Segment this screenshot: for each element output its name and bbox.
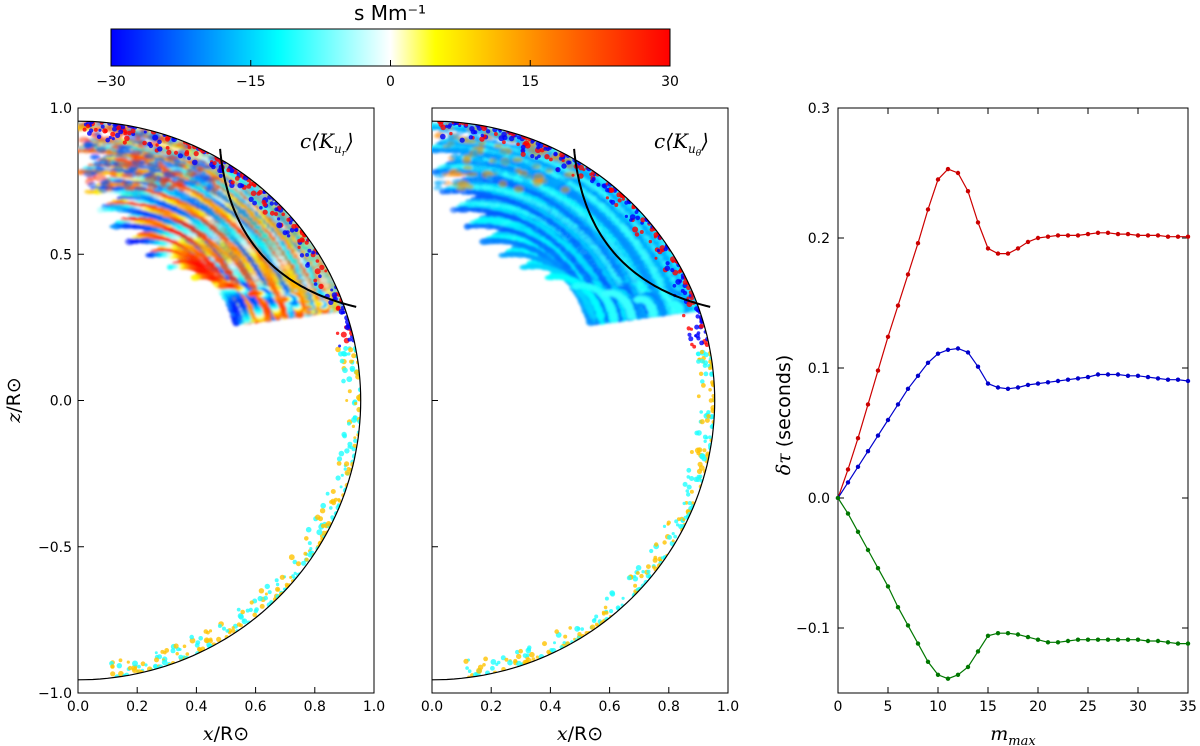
colorbar-tick-label: 0 (386, 74, 395, 90)
kernel-ur-field (78, 121, 361, 680)
colorbar-tick-label: 15 (521, 74, 539, 90)
colorbar: s Mm⁻¹ −30 −15 0 15 30 (96, 1, 679, 90)
colorbar-tick-label: −15 (236, 74, 266, 90)
colorbar-title: s Mm⁻¹ (354, 1, 426, 25)
colorbar-ticks: −30 −15 0 15 30 (96, 60, 679, 90)
colorbar-tick-label: 30 (661, 74, 679, 90)
colorbar-tick-label: −30 (96, 74, 126, 90)
colorbar-gradient (110, 28, 671, 67)
kernel-panel-ur: c⟨Kur⟩ 0.0 0.2 0.4 0.6 0.8 1.0−1.0−0.50.00.51… (3, 101, 385, 745)
